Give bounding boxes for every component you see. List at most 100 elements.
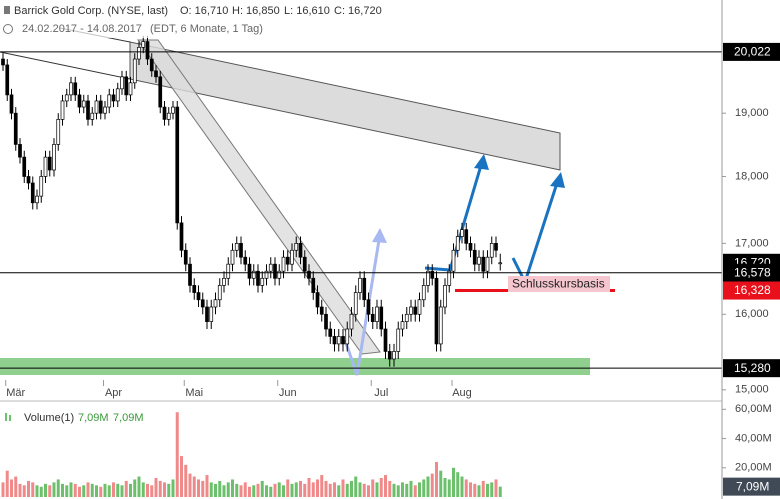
volume-bar (324, 480, 328, 497)
candle-body (141, 41, 146, 48)
candle-body (26, 176, 31, 184)
candle-body (205, 306, 209, 322)
candle-body (379, 306, 384, 330)
volume-bar (303, 483, 307, 497)
volume-legend: Volume(1) (24, 412, 74, 424)
volume-bar (95, 485, 98, 497)
candle-body (9, 94, 14, 114)
candle-body (307, 270, 311, 279)
volume-bar (154, 478, 158, 497)
x-tick-label: Aug (452, 387, 472, 399)
candle-body (451, 249, 456, 272)
volume-bar (443, 478, 447, 497)
volume-bar (345, 483, 349, 497)
annotation: Schlusskursbasis (512, 277, 605, 291)
volume-bar (379, 478, 383, 497)
volume-bar (490, 482, 494, 497)
candle-body (35, 195, 39, 204)
volume-bar (452, 467, 455, 497)
annotation-box (508, 276, 610, 292)
volume-bar (31, 482, 35, 497)
volume-bar (469, 482, 472, 497)
trend-channel (129, 41, 561, 171)
trend-line (0, 51, 131, 80)
volume-bar (222, 485, 226, 497)
candle-body (226, 263, 231, 279)
candle-body (332, 336, 337, 345)
candle-body (98, 100, 103, 114)
x-tick-label: Mai (185, 387, 203, 399)
candle-body (481, 256, 486, 272)
volume-bar (265, 485, 268, 497)
candle-body (375, 306, 379, 322)
candle-body (251, 270, 256, 279)
candle-body (94, 100, 99, 114)
volume-bar (90, 483, 94, 497)
candle-body (213, 299, 218, 308)
candle-body (162, 106, 167, 120)
volume-bar (430, 473, 434, 497)
candle-body (166, 112, 171, 120)
candle-body (111, 94, 116, 102)
volume-bar (282, 485, 285, 497)
candle-body (60, 100, 65, 120)
volume-bar (464, 479, 468, 497)
quote-close: C: 16,720 (334, 5, 382, 17)
volume-panel: 20,00M 40,00M 60,00M 7,09M (1, 403, 780, 497)
volume-bar (205, 475, 209, 497)
volume-bar (473, 483, 477, 497)
candle-body (22, 156, 27, 177)
icon (9, 415, 11, 421)
candle-body (171, 106, 175, 114)
quote-open: O: 16,710 (180, 5, 228, 17)
candle-body (498, 262, 503, 265)
candle-body (120, 76, 124, 90)
volume-bar (401, 482, 404, 497)
volume-box (723, 477, 780, 496)
level-box (723, 281, 780, 300)
volume-bar (316, 479, 319, 497)
volume-bar (392, 483, 396, 497)
candle-body (47, 156, 52, 171)
volume-bar (418, 482, 421, 497)
candle-body (302, 256, 307, 272)
y-tick-label: 60,00M (735, 403, 772, 415)
arrow-head (372, 228, 387, 243)
volume-bar (73, 483, 77, 497)
candle-body (192, 285, 197, 293)
volume-bar (171, 479, 175, 497)
y-tick-label: 18,000 (735, 170, 769, 182)
arrow-head (474, 154, 489, 170)
volume-bar (197, 479, 200, 497)
candle-body (149, 58, 154, 72)
volume-bar (5, 470, 9, 497)
candle-body (341, 336, 345, 345)
volume-bar (333, 482, 336, 497)
level-label: 15,280 (734, 361, 771, 375)
volume-legend-value: 7,09M (113, 412, 144, 424)
volume-bar (439, 470, 443, 497)
candle-body (115, 88, 120, 102)
candle-body (128, 82, 133, 96)
volume-bar (311, 482, 315, 497)
candle-body (383, 328, 388, 352)
volume-bar (269, 486, 273, 497)
volume-bar (14, 476, 18, 497)
note: (EDT, 6 Monate, 1 Tag) (150, 23, 263, 35)
candle-body (260, 277, 265, 286)
candle-body (81, 100, 86, 108)
volume-bar (481, 480, 485, 497)
candle-body (86, 100, 90, 120)
down-channel (137, 39, 381, 355)
candle-body (30, 182, 35, 204)
candle-body (247, 263, 252, 279)
volume-bar (35, 485, 39, 497)
volume-bar (120, 485, 124, 497)
candle-body (56, 119, 61, 145)
volume-bar (107, 485, 111, 497)
volume-bar (10, 479, 13, 497)
volume-bar (256, 483, 260, 497)
volume-bar (248, 486, 251, 497)
volume-bar (243, 482, 247, 497)
y-tick-label: 15,000 (735, 384, 769, 396)
